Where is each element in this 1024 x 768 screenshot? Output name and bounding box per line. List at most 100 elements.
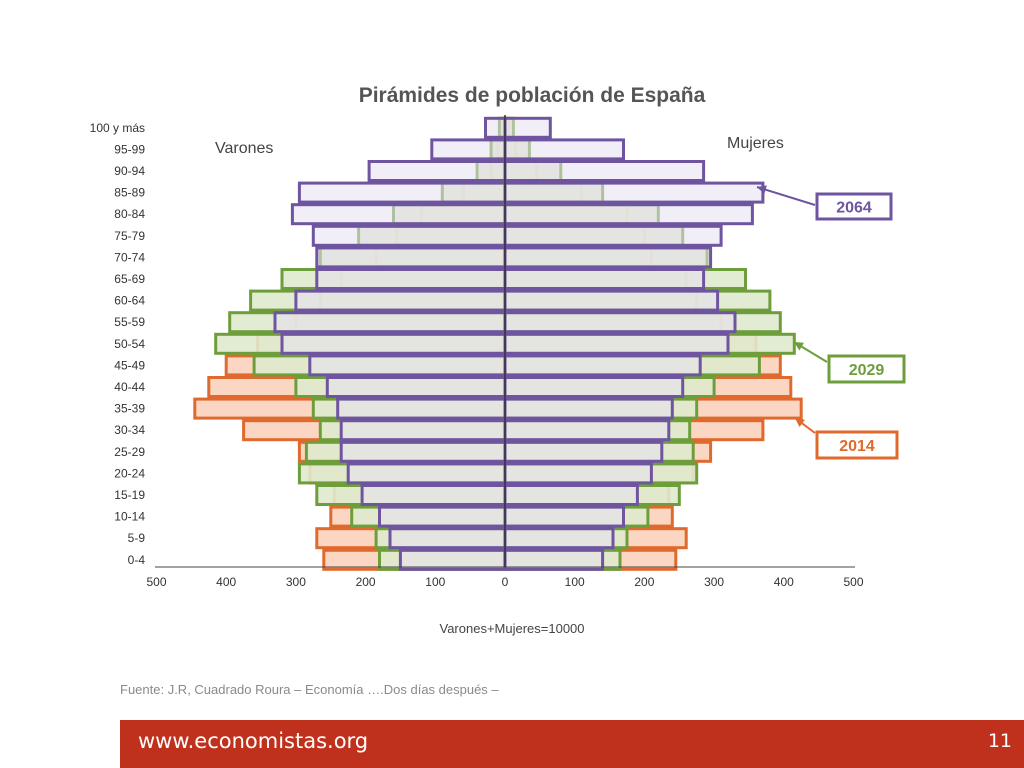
age-label: 90-94: [114, 164, 145, 178]
age-label: 95-99: [114, 142, 145, 156]
bar-2064-mujeres-18: [503, 505, 625, 528]
callout-label: 2029: [849, 362, 885, 379]
series-2064: [273, 116, 765, 571]
age-label: 75-79: [114, 229, 145, 243]
bar-2064-mujeres-16: [503, 462, 653, 485]
callout-2064: 2064: [756, 185, 893, 221]
page-number: 11: [987, 730, 1012, 752]
callout-2029: 2029: [793, 341, 906, 384]
age-label: 15-19: [114, 488, 145, 502]
age-labels: 100 y más 95-99 90-94 85-89 80-84 75-79 70-74 6…: [90, 121, 146, 567]
bar-2064-mujeres-4: [503, 203, 754, 226]
x-tick-label: 100: [565, 575, 585, 589]
callout-arrowhead: [794, 342, 804, 351]
bar-2064-mujeres-10: [503, 332, 730, 355]
bar-2064-varones-5: [311, 224, 507, 247]
population-pyramid-chart: Pirámides de población de España Varones…: [90, 84, 906, 636]
age-label: 5-9: [128, 531, 146, 545]
bar-2064-mujeres-15: [503, 440, 664, 463]
age-label: 0-4: [128, 553, 146, 567]
bar-2064-mujeres-3: [503, 181, 765, 204]
callout-box: [815, 430, 899, 460]
callout-label: 2014: [839, 438, 875, 455]
bar-2064-varones-8: [294, 289, 507, 312]
bar-2064-mujeres-14: [503, 419, 671, 442]
callout-2014: 2014: [794, 417, 899, 460]
bars-layer: [193, 115, 803, 571]
bar-2064-varones-20: [398, 548, 507, 571]
bar-2064-varones-0: [484, 116, 507, 139]
age-label: 55-59: [114, 315, 145, 329]
bar-2064-mujeres-7: [503, 268, 706, 290]
source-note: Fuente: J.R, Cuadrado Roura – Economía ……: [120, 682, 499, 697]
bar-2064-varones-1: [430, 138, 507, 161]
chart-title: Pirámides de población de España: [359, 84, 706, 107]
left-label-varones: Varones: [215, 140, 273, 157]
age-label: 50-54: [114, 337, 145, 351]
bar-2064-mujeres-0: [503, 116, 552, 139]
footer-bar: www.economistas.org 11: [120, 720, 1024, 768]
age-label: 10-14: [114, 510, 145, 524]
bar-2064-varones-9: [273, 311, 507, 334]
bar-2064-mujeres-17: [503, 484, 639, 506]
callout-arrow: [756, 186, 816, 206]
bar-2064-varones-15: [339, 440, 507, 463]
bar-2064-varones-19: [388, 527, 507, 550]
bar-2064-varones-2: [367, 160, 507, 182]
bar-2064-varones-10: [280, 332, 507, 355]
bar-2064-varones-7: [315, 268, 507, 290]
callout-label: 2064: [836, 200, 872, 217]
callout-arrowhead: [757, 185, 767, 194]
callout-arrowhead: [795, 418, 805, 427]
x-tick-label: 100: [425, 575, 445, 589]
bar-2064-mujeres-12: [503, 376, 685, 398]
age-label: 80-84: [114, 207, 145, 221]
bar-2064-mujeres-2: [503, 160, 706, 182]
bar-2064-mujeres-6: [503, 246, 713, 269]
bar-2064-mujeres-1: [503, 138, 625, 161]
age-label: 65-69: [114, 272, 145, 286]
bar-2064-varones-3: [297, 181, 507, 204]
x-tick-label: 300: [286, 575, 306, 589]
age-label: 30-34: [114, 423, 145, 437]
age-label: 40-44: [114, 380, 145, 394]
bar-2064-mujeres-8: [503, 289, 720, 312]
x-tick-label: 400: [774, 575, 794, 589]
age-label: 45-49: [114, 358, 145, 372]
bar-2064-mujeres-11: [503, 354, 702, 377]
x-tick-label: 0: [502, 575, 509, 589]
age-label: 20-24: [114, 466, 145, 480]
age-label: 25-29: [114, 445, 145, 459]
x-tick-label: 400: [216, 575, 236, 589]
bar-2064-varones-4: [290, 203, 507, 226]
x-axis-label: Varones+Mujeres=10000: [439, 621, 584, 636]
age-label: 85-89: [114, 186, 145, 200]
x-tick-label: 200: [356, 575, 376, 589]
bar-2064-varones-17: [360, 484, 507, 506]
callout-box: [827, 354, 906, 384]
footer-site-link[interactable]: www.economistas.org: [138, 729, 369, 753]
callout-box: [815, 192, 893, 221]
bar-2064-mujeres-19: [503, 527, 615, 550]
age-label: 70-74: [114, 250, 145, 264]
callouts-layer: 2064 2029 2014: [756, 185, 906, 460]
x-tick-label: 300: [704, 575, 724, 589]
right-label-mujeres: Mujeres: [727, 135, 784, 152]
x-axis: 500 400 300 200 100 0 100 200 300 400 500: [146, 566, 864, 589]
bar-2064-varones-6: [315, 246, 507, 269]
bar-2064-varones-18: [378, 505, 507, 528]
x-tick-label: 500: [843, 575, 863, 589]
bar-2064-mujeres-5: [503, 224, 723, 247]
bar-2064-mujeres-13: [503, 397, 674, 420]
bar-2064-varones-12: [325, 376, 507, 398]
bar-2064-mujeres-20: [503, 548, 605, 571]
age-label: 100 y más: [90, 121, 145, 135]
bar-2064-varones-13: [336, 397, 507, 420]
bar-2064-varones-11: [308, 354, 507, 377]
age-label: 60-64: [114, 294, 145, 308]
x-tick-label: 500: [146, 575, 166, 589]
bar-2064-varones-14: [339, 419, 507, 442]
bar-2064-varones-16: [346, 462, 507, 485]
age-label: 35-39: [114, 402, 145, 416]
bar-2064-mujeres-9: [503, 311, 737, 334]
